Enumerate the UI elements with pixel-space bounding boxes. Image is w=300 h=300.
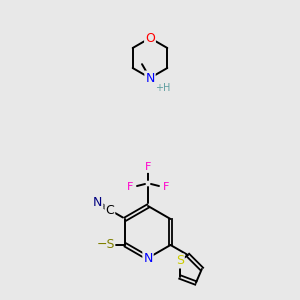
Text: N: N: [145, 71, 155, 85]
Text: F: F: [145, 162, 151, 172]
Text: F: F: [163, 182, 169, 192]
Text: O: O: [145, 32, 155, 44]
Text: F: F: [127, 182, 133, 192]
Text: N: N: [93, 196, 103, 209]
Text: C: C: [106, 203, 114, 217]
Text: S: S: [176, 254, 184, 268]
Text: +H: +H: [155, 83, 170, 93]
Text: −S: −S: [96, 238, 115, 251]
Text: N: N: [143, 251, 153, 265]
